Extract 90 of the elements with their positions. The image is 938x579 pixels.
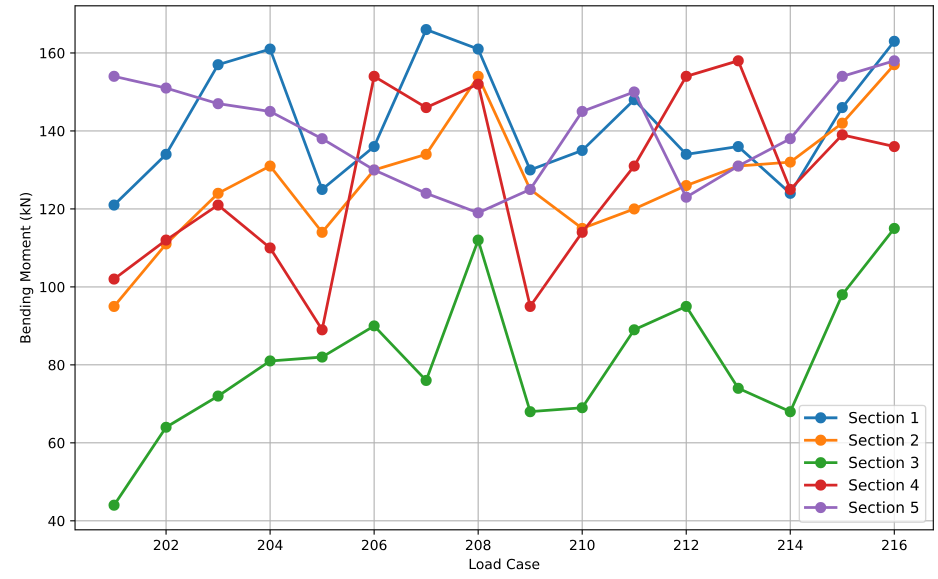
y-tick-label: 120 xyxy=(40,204,64,214)
x-tick-label: 214 xyxy=(778,540,803,550)
y-tick-label: 60 xyxy=(48,438,64,448)
point xyxy=(836,289,848,300)
point xyxy=(732,382,744,394)
x-tick-label: 216 xyxy=(882,540,907,550)
point xyxy=(836,70,848,82)
point xyxy=(316,133,328,144)
y-tick-label: 140 xyxy=(40,126,64,136)
point xyxy=(108,500,120,511)
point xyxy=(576,106,588,118)
x-tick-label: 208 xyxy=(466,540,490,550)
legend-label: Section 5 xyxy=(849,501,918,514)
point xyxy=(524,164,536,176)
point xyxy=(108,274,120,285)
point xyxy=(420,374,432,386)
point xyxy=(368,70,380,82)
point xyxy=(836,118,848,129)
point xyxy=(732,140,744,152)
point xyxy=(420,24,432,36)
point xyxy=(836,102,848,114)
point xyxy=(576,226,588,238)
point xyxy=(212,59,224,70)
point xyxy=(472,234,484,246)
point xyxy=(524,300,536,312)
point xyxy=(212,199,224,211)
x-tick-label: 206 xyxy=(362,540,387,550)
point xyxy=(160,82,172,94)
point xyxy=(836,129,848,140)
point xyxy=(108,199,120,211)
legend-label: Section 2 xyxy=(849,434,918,446)
point xyxy=(212,390,224,402)
point xyxy=(264,44,276,55)
point xyxy=(160,422,172,433)
point xyxy=(680,180,692,192)
point xyxy=(732,55,744,66)
point xyxy=(784,184,796,195)
x-tick-label: 212 xyxy=(674,540,698,550)
y-tick-label: 40 xyxy=(48,516,64,526)
point xyxy=(160,234,172,246)
point xyxy=(524,406,536,418)
point xyxy=(680,148,692,160)
point xyxy=(472,207,484,218)
point xyxy=(108,300,120,312)
point xyxy=(888,55,900,66)
x-axis-title: Load Case xyxy=(470,558,540,570)
point xyxy=(784,156,796,168)
legend-label: Section 1 xyxy=(849,412,918,424)
point xyxy=(264,160,276,172)
point xyxy=(368,320,380,332)
point xyxy=(420,102,432,114)
y-axis-title: Bending Moment (kN) xyxy=(20,192,34,342)
point xyxy=(576,144,588,156)
point xyxy=(368,140,380,152)
point xyxy=(316,226,328,238)
point xyxy=(888,222,900,234)
point xyxy=(628,86,640,98)
point xyxy=(472,44,484,55)
point xyxy=(316,184,328,195)
y-tick-label: 80 xyxy=(48,360,64,370)
point xyxy=(628,324,640,336)
x-tick-label: 210 xyxy=(570,540,595,550)
point xyxy=(628,160,640,172)
point xyxy=(888,36,900,47)
point xyxy=(888,140,900,152)
point xyxy=(316,324,328,336)
point xyxy=(472,78,484,90)
point xyxy=(576,402,588,414)
point xyxy=(784,406,796,418)
point xyxy=(784,133,796,144)
point xyxy=(628,203,640,214)
x-tick-label: 202 xyxy=(154,540,178,550)
point xyxy=(212,98,224,110)
point xyxy=(264,242,276,254)
point xyxy=(212,188,224,199)
point xyxy=(420,188,432,199)
y-tick-label: 100 xyxy=(40,282,64,292)
point xyxy=(420,148,432,160)
point xyxy=(264,106,276,118)
legend-label: Section 4 xyxy=(849,478,919,491)
point xyxy=(108,70,120,82)
x-tick-label: 204 xyxy=(258,540,283,550)
y-tick-label: 160 xyxy=(40,48,64,58)
point xyxy=(264,355,276,367)
point xyxy=(680,70,692,82)
point xyxy=(680,192,692,203)
point xyxy=(160,148,172,160)
legend-label: Section 3 xyxy=(849,456,918,468)
point xyxy=(316,352,328,363)
point xyxy=(680,300,692,312)
